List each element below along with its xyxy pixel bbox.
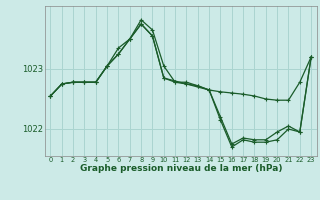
- X-axis label: Graphe pression niveau de la mer (hPa): Graphe pression niveau de la mer (hPa): [80, 164, 282, 173]
